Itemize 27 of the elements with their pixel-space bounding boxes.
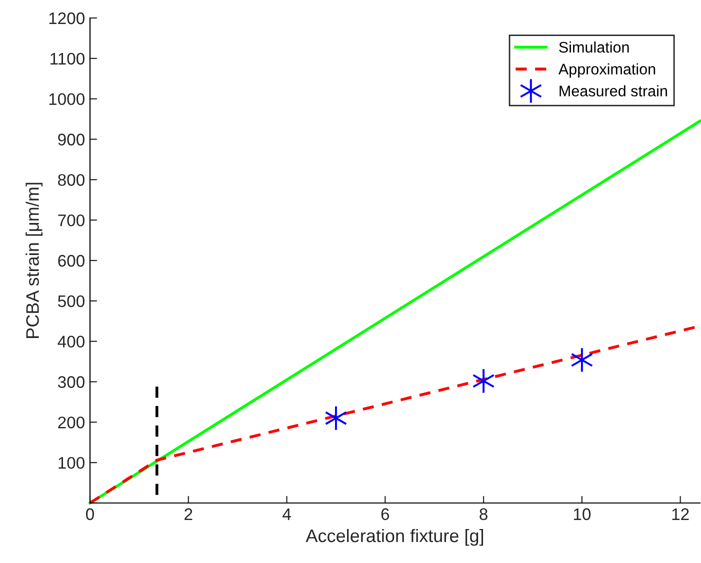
x-tick-label: 6 bbox=[381, 508, 390, 520]
legend-label: Measured strain bbox=[560, 85, 667, 96]
y-tick-label: 800 bbox=[58, 174, 84, 186]
x-tick-label: 10 bbox=[574, 508, 591, 520]
legend-label: Simulation bbox=[559, 41, 629, 53]
y-tick-label: 100 bbox=[58, 456, 84, 469]
point bbox=[472, 368, 495, 394]
x-tick-label: 0 bbox=[86, 508, 94, 520]
point bbox=[570, 347, 594, 373]
x-tick-label: 4 bbox=[282, 508, 291, 520]
y-tick-label: 1200 bbox=[49, 12, 84, 24]
y-tick-label: 1000 bbox=[49, 93, 84, 106]
y-tick-label: 700 bbox=[58, 214, 84, 226]
y-tick-label: 600 bbox=[58, 254, 84, 267]
y-axis-title: PCBA strain [μm/m] bbox=[26, 182, 43, 338]
y-tick-label: 300 bbox=[58, 376, 84, 388]
x-tick-label: 12 bbox=[672, 508, 689, 520]
x-axis-title: Acceleration fixture [g] bbox=[306, 528, 484, 546]
x-tick-label: 8 bbox=[480, 508, 488, 520]
y-tick-label: 1100 bbox=[50, 52, 84, 65]
y-tick-label: 500 bbox=[58, 295, 84, 308]
y-tick-label: 400 bbox=[58, 336, 84, 348]
y-tick-label: 200 bbox=[58, 416, 84, 428]
legend-label: Approximation bbox=[558, 63, 656, 78]
x-tick-label: 2 bbox=[184, 508, 192, 520]
y-tick-label: 900 bbox=[58, 134, 84, 146]
point bbox=[324, 405, 348, 431]
